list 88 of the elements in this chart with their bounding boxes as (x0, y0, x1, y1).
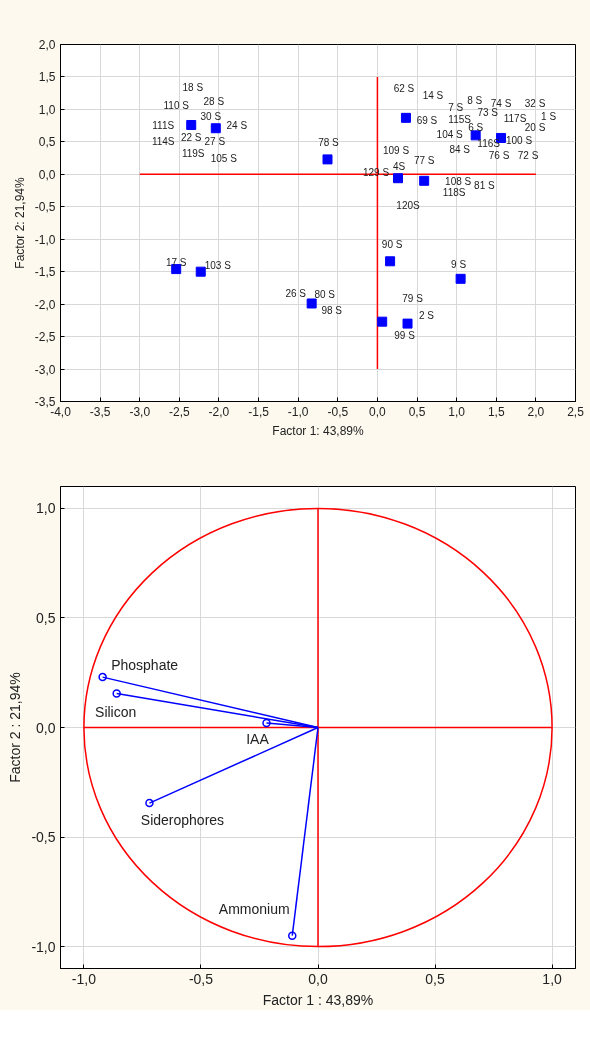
y-axis-title: Factor 2 : 21,94% (7, 672, 24, 783)
annotation: 24 S (226, 119, 248, 131)
x-tick-label: -0,5 (188, 970, 214, 987)
annotation: 4S (392, 160, 406, 172)
x-tick-label: 1,5 (487, 404, 505, 419)
annotation: 84 S (449, 143, 471, 155)
annotation: 77 S (413, 155, 435, 167)
x-axis-title: Factor 1 : 43,89% (262, 991, 374, 1008)
annotation: 62 S (393, 83, 415, 95)
annotation: 26 S (285, 287, 307, 299)
annotation: 116S (477, 137, 501, 149)
annotation: 7 S (448, 101, 464, 113)
annotation: 80 S (314, 288, 336, 300)
annotation: 9 S (451, 259, 467, 271)
y-tick-label: 1,5 (38, 70, 56, 85)
x-tick-label: -1,0 (287, 404, 309, 419)
annotation: 110 S (163, 100, 190, 112)
x-tick-label: 0,5 (425, 970, 445, 987)
annotation: 108 S (445, 176, 472, 188)
x-tick-label: 0,5 (408, 404, 426, 419)
x-tick-label: -0,5 (327, 404, 349, 419)
annotation: 114S (151, 136, 175, 148)
x-tick-label: -1,0 (71, 970, 97, 987)
x-tick-label: -2,0 (208, 404, 230, 419)
annotation: 1 S (541, 111, 557, 123)
annotation: 79 S (402, 293, 424, 305)
annotation: 78 S (318, 136, 340, 148)
y-tick-label: -3,5 (34, 395, 56, 409)
annotation: 119S (181, 148, 205, 160)
annotation: 27 S (204, 135, 226, 147)
y-axis-title: Factor 2: 21,94% (12, 176, 27, 269)
x-tick-label: -3,0 (129, 404, 151, 419)
y-tick-label: -2,0 (34, 297, 56, 312)
annotation: Siderophores (140, 812, 225, 829)
y-tick-label: -1,0 (31, 938, 56, 955)
annotation: 105 S (210, 152, 238, 164)
annotation: 117S (503, 113, 527, 125)
annotation: 72 S (517, 150, 539, 162)
annotation: 111S (152, 120, 175, 132)
annotation: 18 S (182, 81, 204, 93)
annotation: 22 S (180, 132, 202, 144)
x-tick-label: -1,5 (248, 404, 270, 419)
x-tick-label: 2,0 (527, 404, 545, 419)
y-tick-label: -1,5 (34, 265, 56, 280)
annotation: 109 S (382, 144, 410, 156)
annotation: Phosphate (111, 657, 179, 674)
y-tick-label: -0,5 (34, 200, 56, 215)
y-tick-label: 0,0 (38, 167, 56, 182)
y-tick-label: -0,5 (31, 829, 56, 846)
x-tick-label: 1,0 (542, 970, 563, 987)
annotation: 2 S (419, 310, 435, 322)
x-tick-label: -3,5 (89, 404, 111, 419)
annotation: 30 S (200, 110, 222, 122)
x-tick-label: 0,0 (308, 970, 328, 987)
annotation: 118S (442, 187, 466, 199)
x-tick-label: 0,0 (369, 404, 387, 419)
x-tick-label: 1,0 (448, 404, 466, 419)
y-tick-label: 0,5 (36, 609, 56, 626)
x-tick-label: -2,5 (169, 404, 191, 419)
annotation: 76 S (488, 150, 510, 162)
annotation: 99 S (394, 330, 416, 342)
annotation: 20 S (524, 122, 546, 134)
y-tick-label: -3,0 (34, 362, 56, 377)
annotation: 69 S (416, 115, 438, 127)
annotation: Silicon (95, 703, 137, 720)
annotation: 17 S (165, 256, 187, 268)
annotation: 98 S (321, 304, 343, 316)
x-axis-title: Factor 1: 43,89% (272, 423, 365, 438)
y-tick-label: -2,5 (34, 330, 56, 345)
y-tick-label: 1,0 (36, 500, 56, 517)
annotation: 32 S (524, 98, 546, 110)
y-tick-label: 1,0 (38, 102, 56, 117)
annotation: 100 S (505, 135, 533, 147)
annotation: 28 S (203, 95, 225, 107)
annotation: 81 S (474, 179, 495, 191)
annotation: IAA (246, 731, 270, 748)
y-tick-label: 2,0 (38, 38, 56, 52)
annotation: 120S (396, 199, 421, 211)
annotation: Ammonium (218, 900, 290, 917)
annotation: 14 S (422, 90, 444, 102)
annotation: 90 S (381, 238, 403, 250)
y-tick-label: 0,0 (36, 719, 56, 736)
y-tick-label: 0,5 (38, 135, 56, 150)
y-tick-label: -1,0 (34, 232, 56, 247)
annotation: 103 S (204, 260, 232, 272)
x-tick-label: 2,5 (567, 404, 585, 419)
annotation: 104 S (436, 128, 464, 140)
annotation: 8 S (467, 94, 483, 106)
